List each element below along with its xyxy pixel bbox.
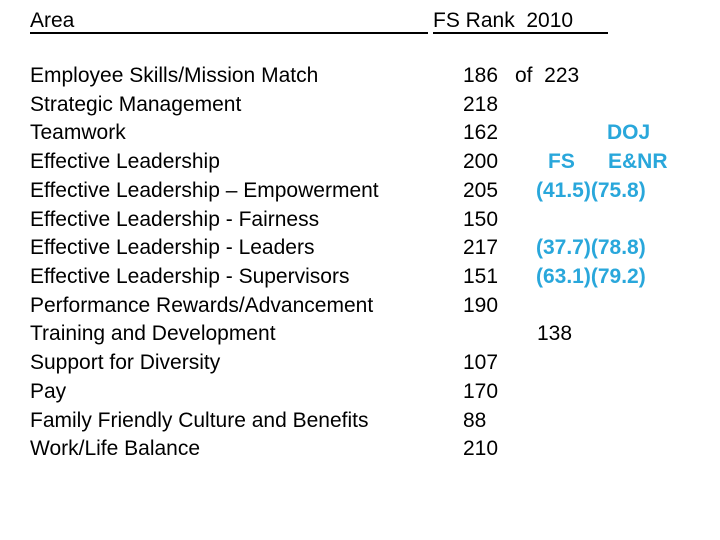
rank-cell: 107 — [463, 351, 499, 375]
area-cell: Support for Diversity — [30, 351, 221, 375]
rank-cell: 218 — [463, 92, 499, 116]
table-row: Effective Leadership - Fairness 150 — [0, 205, 720, 234]
rank-cell: 151 — [463, 265, 499, 289]
rank-cell: 200 — [463, 150, 499, 174]
area-cell: Pay — [30, 379, 67, 403]
header-underline-right — [433, 32, 608, 34]
area-cell: Performance Rewards/Advancement — [30, 293, 374, 317]
rank-cell: 205 — [463, 178, 499, 202]
rank-cell: 88 — [463, 408, 487, 432]
area-cell: Teamwork — [30, 121, 126, 145]
score-note-cell: (37.7)(78.8) — [536, 236, 646, 260]
area-cell: Employee Skills/Mission Match — [30, 64, 319, 87]
rank-cell: 162 — [463, 121, 499, 145]
of-total-cell: of 223 — [515, 64, 580, 87]
table-row: Strategic Management 218 — [0, 90, 720, 119]
rank-cell: 217 — [463, 236, 499, 260]
area-cell: Work/Life Balance — [30, 437, 201, 461]
area-cell: Effective Leadership — [30, 150, 220, 174]
table-row: Family Friendly Culture and Benefits 88 — [0, 406, 720, 435]
table-row: Effective Leadership – Empowerment 205 (41… — [0, 176, 720, 205]
enr-column-label: E&NR — [608, 150, 668, 173]
table-row: Support for Diversity 107 — [0, 348, 720, 377]
rank-cell: 190 — [463, 293, 499, 317]
table-row: Effective Leadership - Supervisors 151 (63… — [0, 262, 720, 291]
fs-column-label: FS — [548, 150, 575, 173]
table-row: Performance Rewards/Advancement 190 — [0, 291, 720, 320]
table-row: Effective Leadership - Leaders 217 (37.7)(… — [0, 233, 720, 262]
rank-cell: 150 — [463, 207, 499, 231]
area-column-header: Area — [30, 9, 75, 32]
fs-rank-column-header: FS Rank 2010 — [433, 9, 574, 32]
area-cell: Training and Development — [30, 322, 276, 346]
table-row: Work/Life Balance 210 — [0, 434, 720, 463]
doj-column-label: DOJ — [607, 121, 651, 144]
area-cell: Strategic Management — [30, 92, 242, 116]
table-row: Effective Leadership 200 — [0, 147, 720, 176]
header-underline-left — [30, 32, 428, 34]
table-row: Teamwork 162 — [0, 118, 720, 147]
alt-rank-cell: 138 — [537, 322, 573, 346]
table-row: Training and Development 138 — [0, 319, 720, 348]
area-cell: Effective Leadership – Empowerment — [30, 178, 379, 202]
score-note-cell: (41.5)(75.8) — [536, 178, 646, 202]
area-cell: Effective Leadership - Fairness — [30, 207, 320, 231]
table-row: Pay 170 — [0, 377, 720, 406]
rank-cell: 186 — [463, 64, 499, 87]
rank-cell: 210 — [463, 437, 499, 461]
area-cell: Family Friendly Culture and Benefits — [30, 408, 369, 432]
area-cell: Effective Leadership - Leaders — [30, 236, 315, 260]
score-note-cell: (63.1)(79.2) — [536, 265, 646, 289]
area-cell: Effective Leadership - Supervisors — [30, 265, 350, 289]
rank-cell: 170 — [463, 379, 499, 403]
table-row: Employee Skills/Mission Match 186 of 223 — [0, 61, 720, 90]
